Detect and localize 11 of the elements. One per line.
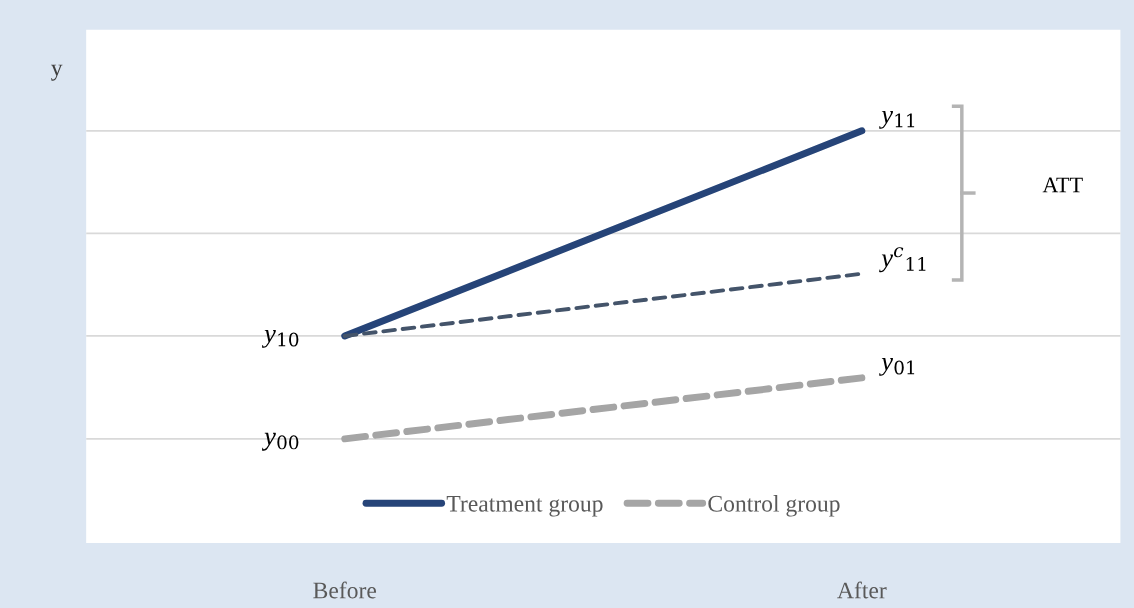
- annotation: y$_{11}$: [879, 110, 915, 129]
- y-axis-title: y: [51, 64, 63, 81]
- x-tick-label: After: [837, 581, 887, 599]
- annotation: y$_{10}$: [261, 329, 299, 348]
- annotation: y$^{c}$$_{11}$: [879, 247, 926, 273]
- annotation: y$_{00}$: [261, 432, 299, 451]
- legend-label: Control group: [708, 495, 840, 517]
- annotation: ATT: [1042, 177, 1083, 193]
- x-tick-label: Before: [313, 581, 377, 599]
- legend-label: Treatment group: [446, 496, 603, 517]
- annotation: y$_{01}$: [879, 357, 915, 376]
